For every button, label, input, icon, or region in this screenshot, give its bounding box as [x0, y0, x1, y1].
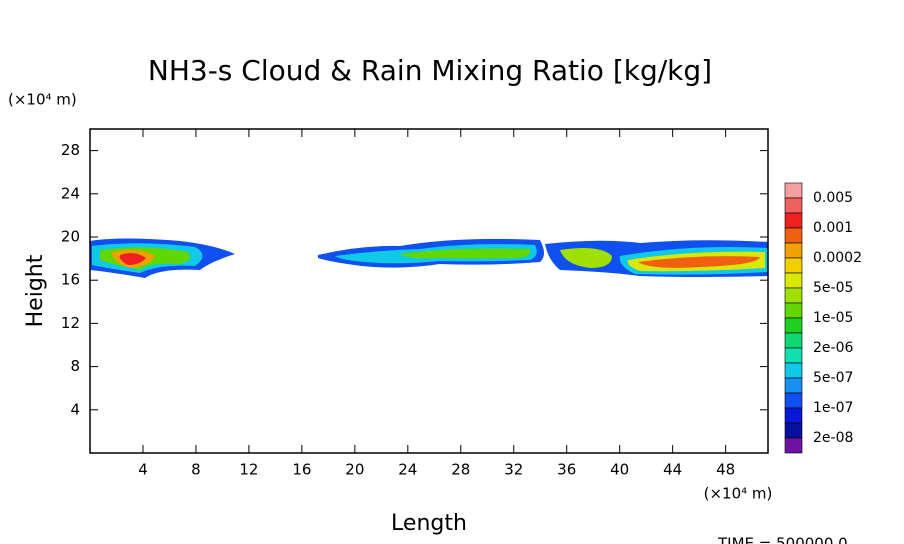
- colorbar-swatch: [784, 182, 803, 199]
- colorbar-label: 2e-08: [813, 430, 853, 446]
- y-tick-label: 16: [61, 271, 80, 289]
- colorbar-swatch: [784, 392, 803, 409]
- colorbar-swatch: [784, 332, 803, 349]
- colorbar-swatch: [784, 422, 803, 439]
- colorbar-label: 5e-07: [813, 370, 853, 386]
- colorbar-swatch: [784, 362, 803, 379]
- y-axis-label: Height: [23, 254, 48, 327]
- colorbar-swatch: [784, 197, 803, 214]
- colorbar-label: 2e-06: [813, 340, 853, 356]
- colorbar-label: 0.005: [813, 190, 853, 206]
- plot-frame: [89, 128, 769, 454]
- x-tick-label: 28: [451, 461, 470, 479]
- y-tick-label: 24: [61, 184, 80, 202]
- cloud-region: [119, 253, 146, 265]
- colorbar-swatch: [784, 257, 803, 274]
- colorbar-label: 0.0002: [813, 250, 862, 266]
- y-tick-label: 4: [70, 400, 80, 418]
- x-tick-label: 20: [345, 461, 364, 479]
- x-unit: (×10⁴ m): [704, 485, 773, 503]
- y-tick-label: 28: [61, 141, 80, 159]
- colorbar-label: 1e-05: [813, 310, 853, 326]
- colorbar-swatch: [784, 302, 803, 319]
- colorbar-swatch: [784, 377, 803, 394]
- y-tick-label: 20: [61, 228, 80, 246]
- colorbar-swatch: [784, 242, 803, 259]
- x-tick-label: 16: [292, 461, 311, 479]
- chart-title: NH3-s Cloud & Rain Mixing Ratio [kg/kg]: [148, 54, 712, 87]
- y-tick-label: 12: [61, 314, 80, 332]
- y-tick-label: 8: [70, 357, 80, 375]
- colorbar-label: 1e-07: [813, 400, 853, 416]
- x-tick-label: 8: [191, 461, 201, 479]
- x-tick-label: 4: [138, 461, 148, 479]
- colorbar-swatch: [784, 317, 803, 334]
- colorbar-swatch: [784, 287, 803, 304]
- footer: TIME = 500000.0: [717, 535, 848, 544]
- x-tick-label: 12: [239, 461, 258, 479]
- x-tick-label: 48: [716, 461, 735, 479]
- colorbar-swatch: [784, 407, 803, 424]
- cloud-region: [638, 256, 760, 268]
- y-unit: (×10⁴ m): [8, 91, 77, 109]
- colorbar-swatch: [784, 227, 803, 244]
- x-axis-label: Length: [391, 511, 467, 536]
- colorbar-swatch: [784, 212, 803, 229]
- x-tick-label: 44: [663, 461, 682, 479]
- cloud-region: [560, 248, 612, 268]
- colorbar-swatch: [784, 272, 803, 289]
- x-tick-label: 24: [398, 461, 417, 479]
- cloud-field: [90, 238, 768, 278]
- colorbar-swatch: [784, 437, 803, 454]
- x-tick-label: 32: [504, 461, 523, 479]
- colorbar-label: 5e-05: [813, 280, 853, 296]
- colorbar-label: 0.001: [813, 220, 853, 236]
- cloud-region: [400, 248, 531, 259]
- colorbar-swatch: [784, 347, 803, 364]
- x-tick-label: 36: [557, 461, 576, 479]
- x-tick-label: 40: [610, 461, 629, 479]
